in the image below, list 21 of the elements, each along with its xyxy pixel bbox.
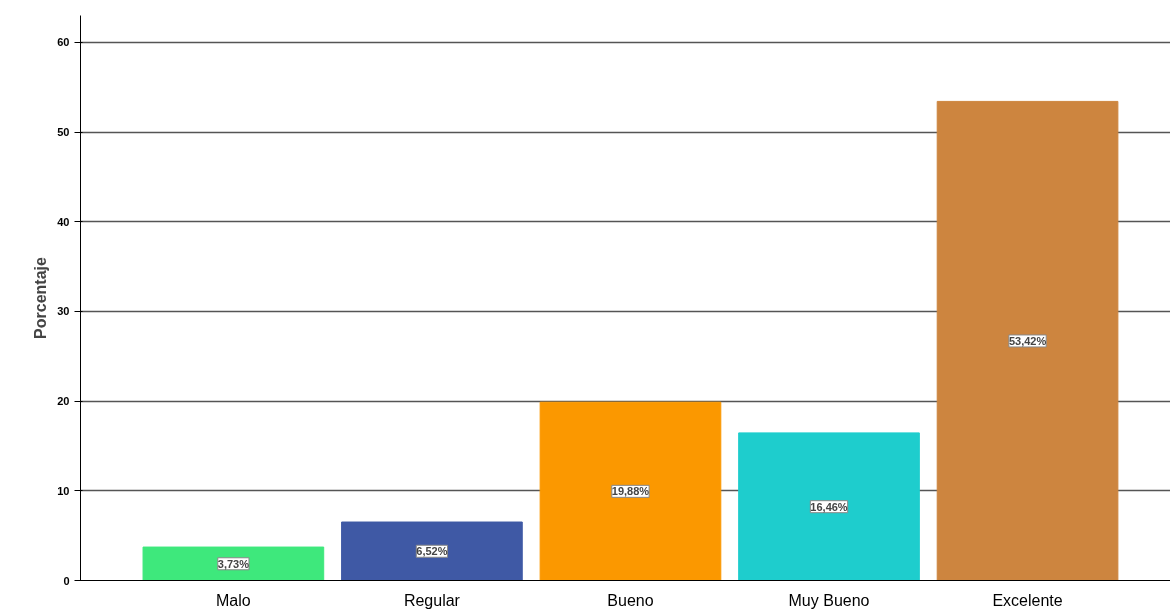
data-label: 53,42%	[1008, 334, 1047, 347]
y-tick-label: 50	[57, 126, 70, 139]
y-tick-label: 10	[57, 484, 70, 497]
y-tick-label: 40	[57, 215, 70, 228]
y-tick-label: 60	[57, 36, 70, 49]
y-tick-label: 30	[57, 305, 70, 318]
bar	[341, 521, 523, 581]
x-tick-label: Malo	[216, 591, 251, 609]
y-axis-title: Porcentaje	[32, 256, 50, 339]
data-label: 3,73%	[217, 557, 250, 570]
data-label: 19,88%	[611, 485, 650, 498]
bar	[539, 401, 722, 581]
x-tick-label: Regular	[403, 591, 461, 609]
bar	[142, 546, 325, 581]
y-tick-label: 0	[63, 574, 70, 587]
x-tick-label: Bueno	[607, 591, 654, 609]
bar	[738, 432, 920, 581]
x-tick-label: Muy Bueno	[788, 591, 870, 609]
y-tick-label: 20	[57, 395, 70, 408]
bar	[936, 100, 1119, 581]
x-tick-label: Excelente	[992, 591, 1063, 609]
